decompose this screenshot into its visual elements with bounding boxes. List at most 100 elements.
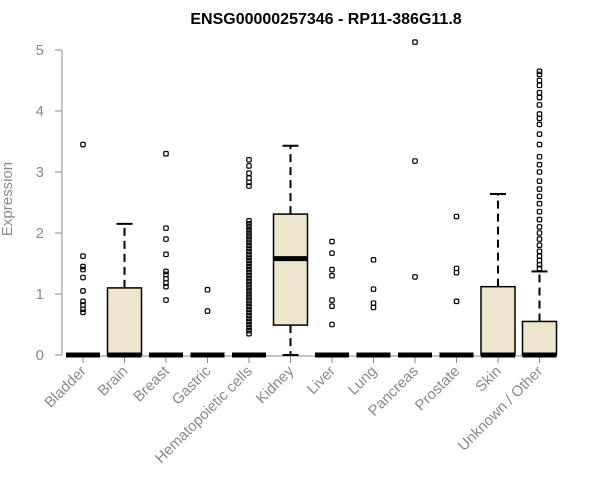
x-tick-label: Bladder <box>41 363 90 412</box>
x-tick-label: Liver <box>304 363 339 398</box>
outlier-point <box>329 272 335 279</box>
box-group <box>232 157 266 358</box>
outlier-point <box>246 269 252 276</box>
outlier-point <box>246 288 252 294</box>
outlier-point <box>246 327 252 334</box>
box-group <box>66 141 100 358</box>
outlier-point <box>329 238 335 245</box>
box-group <box>315 238 349 358</box>
y-tick-label: 0 <box>36 347 44 364</box>
outlier-point <box>80 253 86 259</box>
outlier-point <box>246 318 252 325</box>
outlier-point <box>246 266 252 273</box>
x-tick-label: Breast <box>130 362 173 405</box>
outlier-point <box>163 251 169 258</box>
outlier-point <box>246 163 252 169</box>
x-tick-label: Brain <box>95 363 132 400</box>
outlier-point <box>536 153 543 160</box>
box-series <box>66 39 558 358</box>
y-tick-label: 4 <box>36 103 44 120</box>
outlier-point <box>246 263 252 270</box>
outlier-point <box>536 82 543 89</box>
outlier-point <box>536 89 543 96</box>
outlier-point <box>80 306 86 313</box>
outlier-point <box>80 274 86 281</box>
outlier-point <box>246 245 252 252</box>
x-tick-label: Skin <box>472 363 505 396</box>
outlier-point <box>246 257 252 264</box>
outlier-point <box>453 213 460 220</box>
outlier-point <box>246 306 252 313</box>
box-group <box>521 68 558 358</box>
outlier-point <box>536 265 543 272</box>
outlier-point <box>163 297 169 303</box>
y-tick-label: 1 <box>36 286 44 303</box>
outlier-point <box>246 170 252 177</box>
outlier-point <box>246 251 252 258</box>
outlier-point <box>246 233 252 239</box>
iqr-box <box>521 320 558 356</box>
outlier-point <box>246 218 252 224</box>
outlier-point <box>246 312 252 319</box>
outlier-point <box>246 183 252 189</box>
outlier-point <box>163 283 169 290</box>
outlier-point <box>246 227 252 233</box>
outlier-point <box>329 321 335 328</box>
outlier-point <box>536 68 543 75</box>
box-group <box>439 213 474 358</box>
outlier-point <box>412 158 418 164</box>
outlier-point <box>536 169 543 175</box>
y-tick-label: 5 <box>36 42 44 59</box>
outlier-point <box>246 297 252 303</box>
box-group <box>190 286 225 358</box>
outlier-point <box>453 298 460 305</box>
y-tick-label: 3 <box>36 164 44 181</box>
x-tick-label: Kidney <box>253 362 298 407</box>
outlier-point <box>453 269 460 276</box>
outlier-point <box>246 294 252 300</box>
outlier-point <box>246 179 252 186</box>
box-group <box>480 192 516 358</box>
outlier-point <box>246 254 252 261</box>
outlier-point <box>412 39 418 45</box>
outlier-point <box>246 221 252 227</box>
outlier-point <box>246 282 252 288</box>
iqr-box <box>480 285 516 356</box>
outlier-point <box>163 268 169 275</box>
outlier-point <box>246 309 252 316</box>
outlier-point <box>246 239 252 245</box>
outlier-point <box>246 279 252 285</box>
outlier-point <box>204 286 211 293</box>
box-group <box>356 257 391 358</box>
outlier-point <box>246 275 252 282</box>
outlier-point <box>536 161 543 168</box>
outlier-point <box>536 261 543 268</box>
outlier-point <box>370 286 377 292</box>
outlier-point <box>329 266 335 273</box>
outlier-point <box>536 186 543 192</box>
outlier-point <box>329 303 335 310</box>
outlier-point <box>246 272 252 279</box>
outlier-point <box>536 242 543 249</box>
outlier-point <box>412 274 418 280</box>
iqr-box <box>106 287 143 356</box>
outlier-point <box>246 324 252 331</box>
outlier-point <box>536 224 543 230</box>
outlier-point <box>370 257 377 263</box>
outlier-point <box>536 216 543 223</box>
outlier-point <box>246 242 252 249</box>
outlier-point <box>163 236 169 242</box>
outlier-point <box>80 141 86 148</box>
outlier-point <box>246 330 252 337</box>
iqr-box <box>272 213 309 326</box>
outlier-point <box>80 263 86 270</box>
y-axis-label: Expression <box>0 162 16 236</box>
outlier-point <box>536 77 543 84</box>
outlier-point <box>370 304 377 311</box>
outlier-point <box>246 224 252 230</box>
outlier-point <box>329 250 335 256</box>
outlier-point <box>246 300 252 306</box>
outlier-point <box>246 230 252 236</box>
